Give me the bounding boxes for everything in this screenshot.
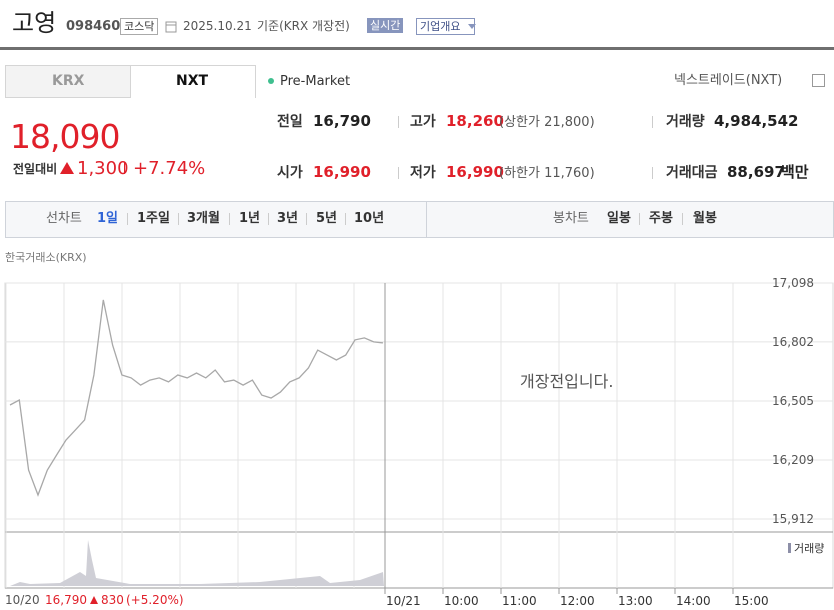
chart-notice: 개장전입니다.: [520, 372, 614, 391]
stat-label: 전일: [277, 114, 303, 130]
stat-label: 저가: [410, 165, 436, 181]
help-icon[interactable]: [812, 74, 825, 87]
stat-label: 거래량: [666, 114, 705, 130]
price-line: [9, 299, 384, 497]
stat-value: 4,984,542: [714, 112, 799, 130]
calendar-icon: [165, 21, 177, 33]
company-button[interactable]: 기업개요: [416, 18, 476, 35]
stat-note: (상한가 21,800): [499, 115, 595, 130]
up-icon: [90, 596, 98, 604]
x-tick-label: 15:00: [734, 594, 769, 608]
period-button[interactable]: 월봉: [693, 211, 717, 226]
stat-label: 시가: [277, 165, 303, 181]
prev-close: 16,790: [45, 593, 87, 607]
period-button[interactable]: 3년: [277, 211, 299, 226]
stock-code: 098460: [66, 19, 121, 34]
x-tick-label: 14:00: [676, 594, 711, 608]
x-tick-label: 12:00: [560, 594, 595, 608]
change-label: 전일대비: [13, 162, 58, 176]
session-dot: [268, 78, 274, 84]
change-rate: +7.74%: [133, 158, 206, 179]
up-icon: [60, 162, 74, 174]
separator: [398, 167, 399, 179]
period-button[interactable]: 1주일: [137, 211, 170, 226]
separator: [178, 213, 179, 225]
header-rule: [0, 47, 834, 50]
x-tick-label: 13:00: [618, 594, 653, 608]
stat-unit: 백만: [781, 163, 809, 181]
separator: [124, 162, 125, 174]
exchange: 넥스트레이드(NXT): [674, 73, 783, 88]
separator: [306, 213, 307, 225]
dropdown-arrow: [468, 24, 476, 29]
period-button[interactable]: 주봉: [649, 211, 673, 226]
volume-legend: 거래량: [794, 542, 825, 555]
tab-label[interactable]: KRX: [52, 73, 85, 89]
tab-nxt[interactable]: [130, 65, 256, 98]
tab-krx[interactable]: [5, 65, 131, 98]
prev-change: 830: [101, 593, 124, 607]
change: 1,300: [77, 158, 129, 179]
prev-rate: (+5.20%): [126, 593, 184, 607]
stat-value: 88,697: [727, 163, 785, 181]
x-tick-label: 10/21: [386, 594, 421, 608]
y-tick-label: 16,505: [772, 394, 814, 408]
session: Pre-Market: [280, 74, 351, 89]
period-label: 봉차트: [553, 211, 589, 226]
y-tick-label: 16,802: [772, 335, 814, 349]
market-badge: 코스닥: [120, 18, 159, 35]
basis: 기준(KRX 개장전): [257, 19, 350, 33]
date: 2025.10.21: [183, 19, 252, 33]
stat-label: 거래대금: [666, 165, 718, 181]
separator: [652, 116, 653, 128]
stat-note: (하한가 11,760): [499, 166, 595, 181]
separator: [652, 167, 653, 179]
volume-legend-icon: [788, 543, 791, 553]
chart-source: 한국거래소(KRX): [5, 251, 87, 264]
current-price: 18,090: [10, 117, 120, 156]
volume-shape: [10, 540, 384, 586]
line-period-bar: [5, 201, 427, 238]
period-button[interactable]: 5년: [316, 211, 338, 226]
stat-value: 16,990: [446, 163, 504, 181]
stat-value: 16,790: [313, 112, 371, 130]
separator: [398, 116, 399, 128]
prev-date: 10/20: [5, 593, 40, 607]
tab-label[interactable]: NXT: [176, 73, 209, 89]
x-tick-label: 10:00: [444, 594, 479, 608]
separator: [229, 213, 230, 225]
candle-period-bar: [426, 201, 834, 238]
stat-value: 16,990: [313, 163, 371, 181]
x-tick-label: 11:00: [502, 594, 537, 608]
y-tick-label: 16,209: [772, 453, 814, 467]
separator: [127, 213, 128, 225]
period-label: 선차트: [46, 211, 82, 226]
separator: [345, 213, 346, 225]
separator: [268, 213, 269, 225]
plot-frame: [4, 282, 834, 589]
y-tick-label: 15,912: [772, 512, 814, 526]
realtime-badge[interactable]: 실시간: [367, 18, 404, 33]
separator: [639, 213, 640, 225]
stock-name: 고영: [12, 9, 57, 37]
period-button[interactable]: 10년: [354, 211, 385, 226]
period-button[interactable]: 1일: [97, 211, 119, 226]
period-button[interactable]: 1년: [239, 211, 261, 226]
separator: [682, 213, 683, 225]
period-button[interactable]: 3개월: [187, 211, 220, 226]
y-tick-label: 17,098: [772, 276, 814, 290]
stat-label: 고가: [410, 114, 436, 130]
period-button[interactable]: 일봉: [607, 211, 631, 226]
stat-value: 18,260: [446, 112, 504, 130]
